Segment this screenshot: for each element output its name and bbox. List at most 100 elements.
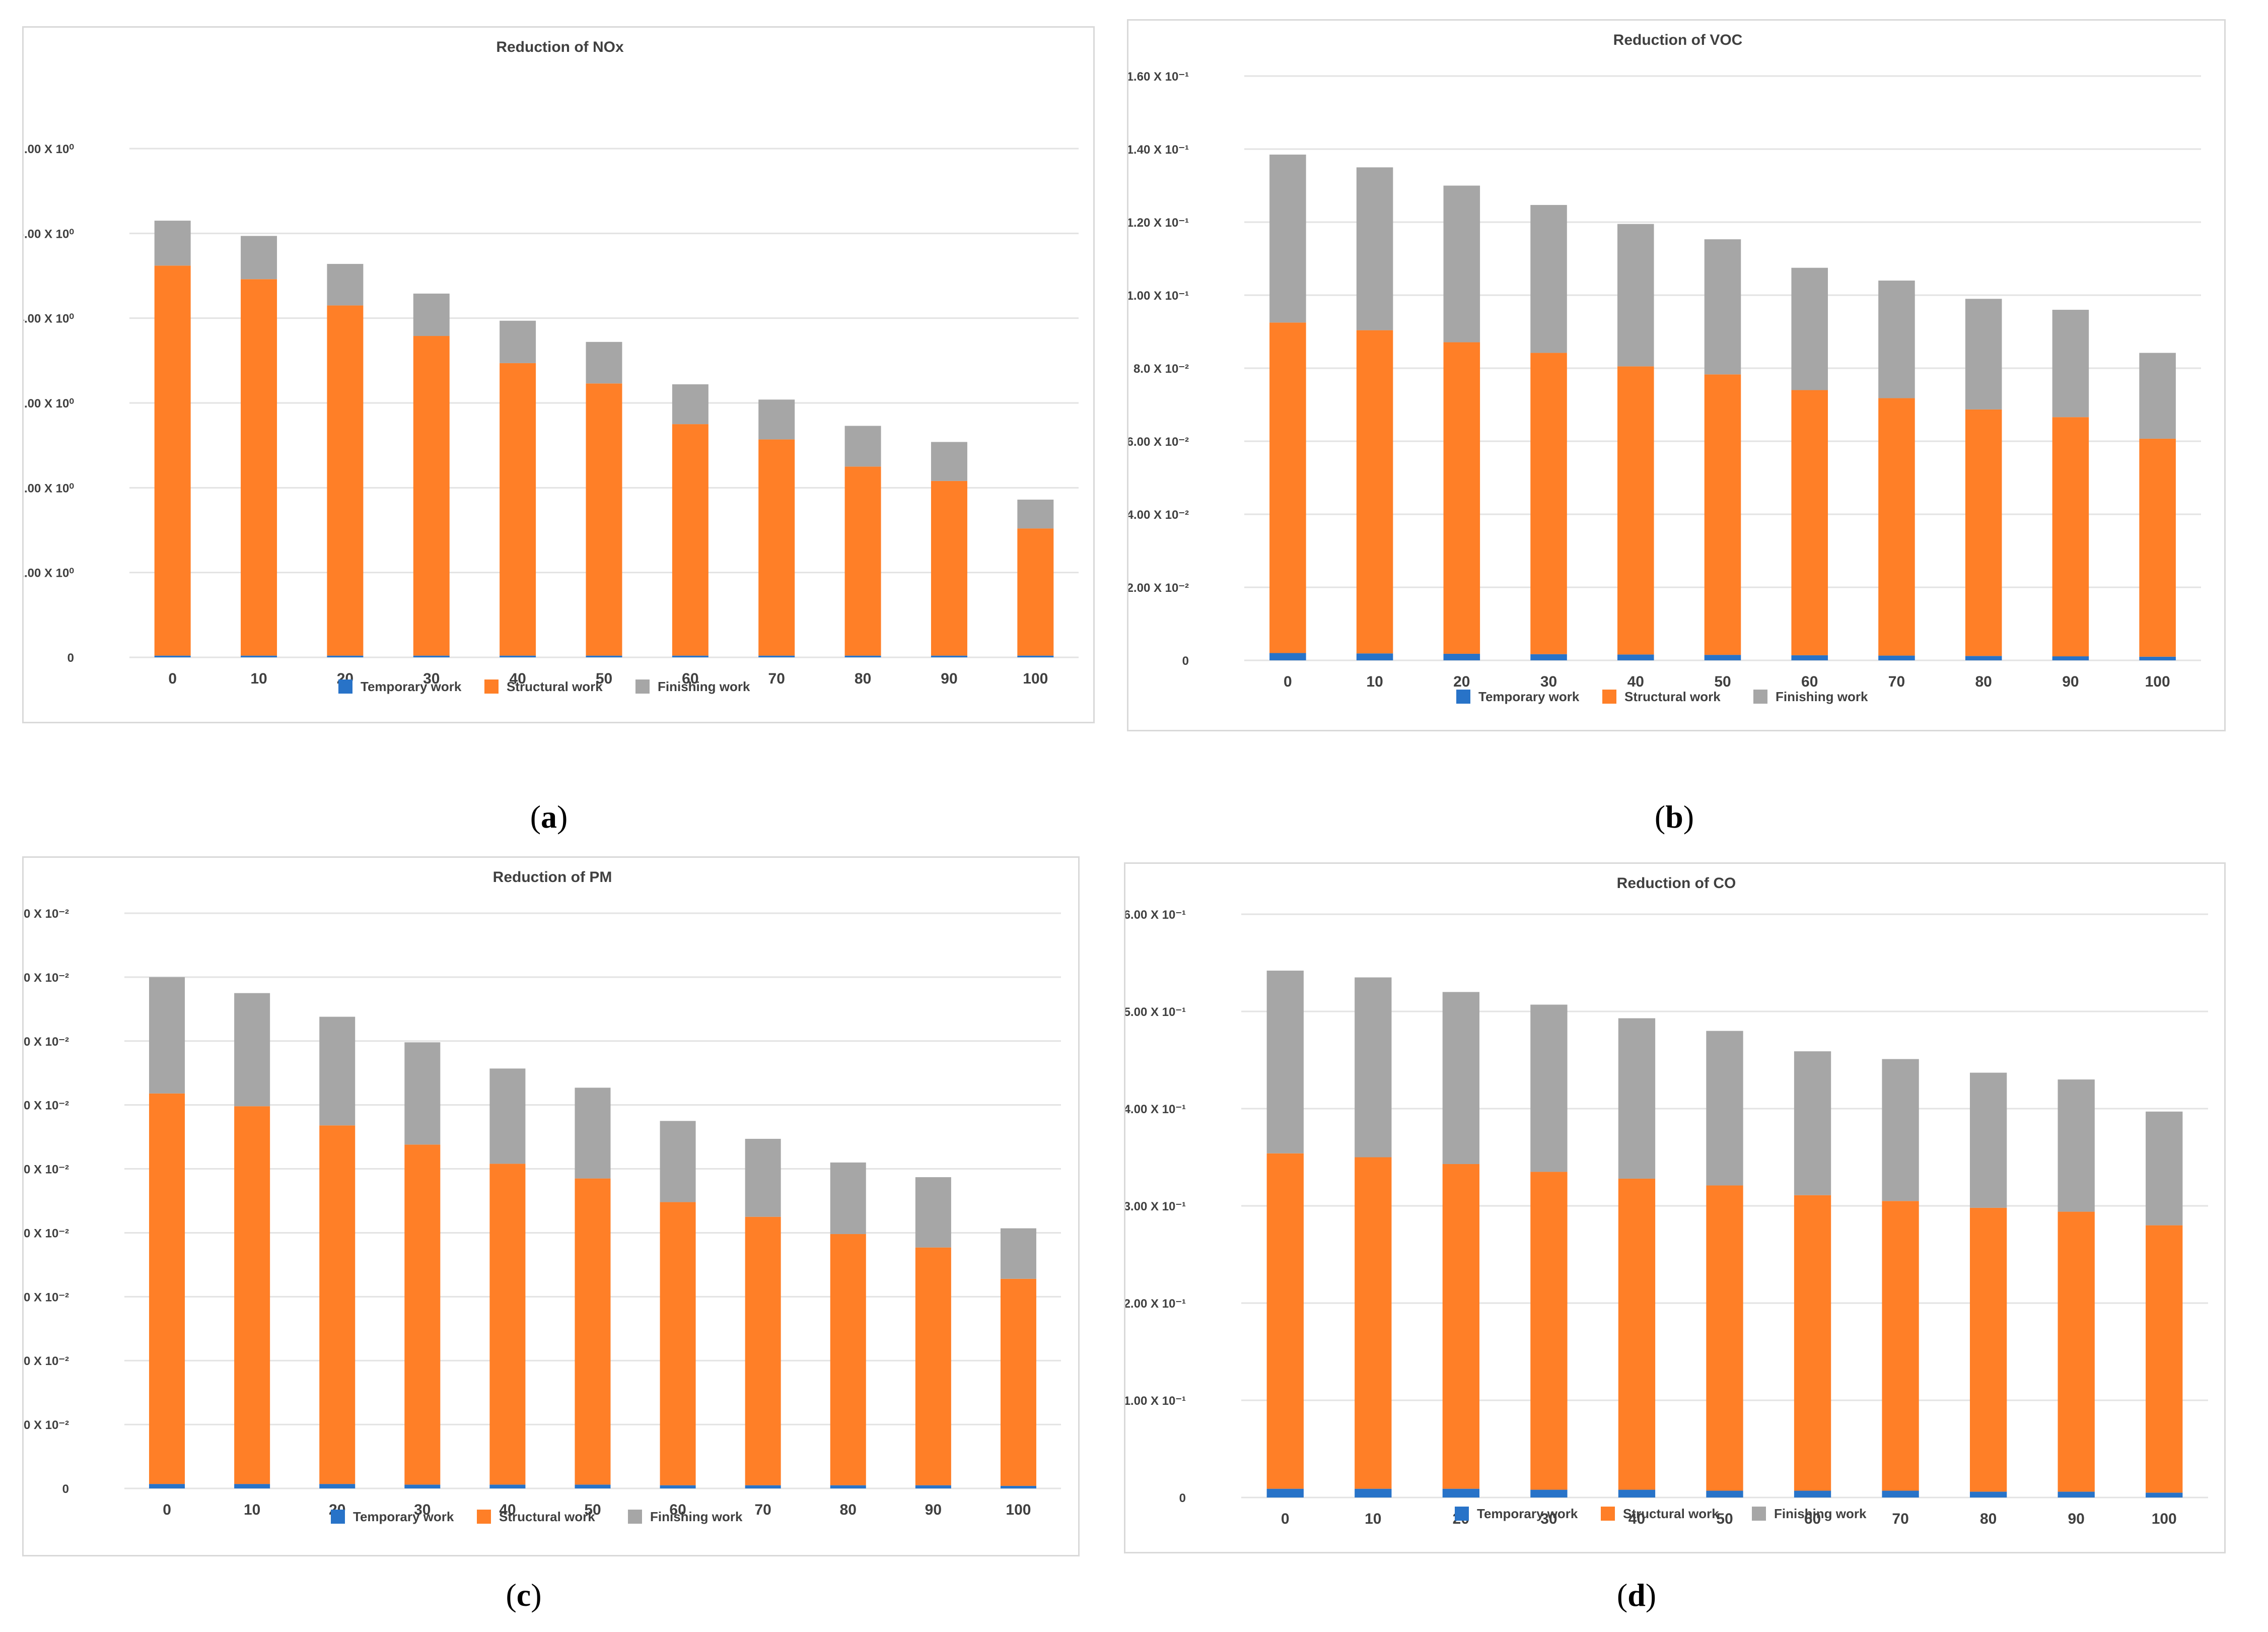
bar-finishing xyxy=(154,221,191,266)
y-tick-label: 5.00 X 10⁻¹ xyxy=(1125,1005,1186,1019)
y-tick-label: 4.00 X 10⁻¹ xyxy=(1125,1103,1186,1116)
bar-structural xyxy=(241,279,277,656)
bar-finishing xyxy=(489,1068,526,1164)
bar-temporary xyxy=(1794,1490,1831,1498)
x-tick-label: 40 xyxy=(509,670,526,687)
y-tick-label: 8.00 X 10⁻² xyxy=(24,971,69,985)
y-tick-label: 5.00 X 10⁻² xyxy=(24,1163,69,1177)
y-tick-label: 6.00 X 10⁻² xyxy=(1128,435,1189,449)
bar-structural xyxy=(1443,342,1480,654)
bar-finishing xyxy=(586,342,622,384)
bar-finishing xyxy=(575,1087,611,1179)
x-tick-label: 50 xyxy=(596,670,612,687)
x-tick-label: 60 xyxy=(682,670,698,687)
bar-finishing xyxy=(1530,205,1567,353)
chart-title-nox: Reduction of NOx xyxy=(496,39,624,55)
bar-finishing xyxy=(1530,1004,1568,1172)
bar-structural xyxy=(154,265,191,656)
bar-temporary xyxy=(660,1485,696,1488)
y-tick-label: 2.00 X 10⁻² xyxy=(1128,581,1189,595)
y-tick-label: 4.00 X 10⁰ xyxy=(24,312,74,326)
legend-swatch-finishing xyxy=(1753,690,1767,704)
y-tick-label: 2.00 X 10⁻¹ xyxy=(1125,1297,1186,1311)
bar-finishing xyxy=(931,442,967,481)
bar-structural xyxy=(2146,1225,2183,1493)
legend-label-temporary: Temporary work xyxy=(353,1509,454,1524)
bar-finishing xyxy=(1706,1031,1743,1186)
x-tick-label: 0 xyxy=(1284,673,1292,690)
bar-temporary xyxy=(413,655,450,657)
bar-temporary xyxy=(1618,1489,1656,1498)
y-tick-label: 1.20 X 10⁻¹ xyxy=(1128,216,1189,230)
chart-panel-pm: Reduction of PM 0 1.00 X 10⁻² 2.00 X 10⁻² 3.… xyxy=(22,856,1080,1556)
x-tick-label: 10 xyxy=(1366,673,1383,690)
y-tick-label: 5.00 X 10⁰ xyxy=(24,227,74,241)
bar-temporary xyxy=(489,1484,526,1488)
bar-finishing xyxy=(1969,1072,2007,1208)
x-tick-label: 70 xyxy=(754,1502,771,1518)
legend-swatch-finishing xyxy=(628,1510,642,1524)
bar-temporary xyxy=(1000,1485,1036,1488)
y-tick-label: 1.60 X 10⁻¹ xyxy=(1128,70,1189,84)
legend-swatch-finishing xyxy=(635,679,650,694)
bar-structural xyxy=(1706,1185,1743,1491)
bar-temporary xyxy=(1442,1488,1480,1498)
bar-finishing xyxy=(319,1016,356,1126)
y-tick-label: 4.00 X 10⁻² xyxy=(1128,508,1189,522)
y-tick-label: 1.40 X 10⁻¹ xyxy=(1128,143,1189,157)
x-tick-label: 90 xyxy=(2068,1511,2084,1527)
legend-label-structural: Structural work xyxy=(1623,1506,1719,1521)
x-tick-label: 30 xyxy=(414,1502,431,1518)
bar-temporary xyxy=(1356,653,1393,660)
caption-a-letter: a xyxy=(541,799,557,835)
bar-structural xyxy=(1017,528,1054,656)
bar-temporary xyxy=(1965,656,2002,660)
bar-temporary xyxy=(1878,655,1915,660)
x-tick-label: 0 xyxy=(1281,1511,1290,1527)
bar-finishing xyxy=(2139,353,2176,439)
chart-title-co: Reduction of CO xyxy=(1617,875,1736,892)
y-tick-label: 1.00 X 10⁻² xyxy=(24,1418,69,1432)
bar-finishing xyxy=(1704,239,1741,375)
x-tick-label: 70 xyxy=(1888,673,1905,690)
bar-temporary xyxy=(154,655,191,657)
bar-temporary xyxy=(319,1484,356,1488)
x-tick-label: 0 xyxy=(163,1502,171,1518)
bar-temporary xyxy=(1017,655,1054,657)
caption-d-letter: d xyxy=(1627,1577,1646,1613)
bar-finishing xyxy=(1017,499,1054,529)
bar-structural xyxy=(1878,398,1915,656)
y-tick-label: 7.00 X 10⁻² xyxy=(24,1035,69,1049)
bar-structural xyxy=(1356,330,1393,654)
chart-svg-nox: Reduction of NOx 0 1.00 X 10⁰ 2.00 X 10⁰ 3.0… xyxy=(24,39,1079,694)
bar-finishing xyxy=(1443,185,1480,343)
bar-structural xyxy=(586,383,622,656)
bar-structural xyxy=(660,1202,696,1485)
bar-temporary xyxy=(1530,654,1567,660)
x-tick-label: 10 xyxy=(250,670,267,687)
bar-structural xyxy=(319,1125,356,1484)
y-tick-label: 6.00 X 10⁰ xyxy=(24,143,74,156)
caption-b-letter: b xyxy=(1665,799,1683,835)
x-tick-label: 50 xyxy=(584,1502,601,1518)
bar-finishing xyxy=(413,293,450,336)
bar-finishing xyxy=(2058,1079,2095,1212)
caption-d: (d) xyxy=(1616,1577,1657,1613)
bar-temporary xyxy=(1443,653,1480,660)
bar-finishing xyxy=(1617,224,1654,367)
legend-swatch-temporary xyxy=(1455,1507,1469,1521)
bar-temporary xyxy=(500,655,536,657)
bar-structural xyxy=(1617,366,1654,655)
bar-temporary xyxy=(758,655,795,657)
y-tick-label: 4.00 X 10⁻² xyxy=(24,1227,69,1240)
legend-label-structural: Structural work xyxy=(1624,689,1721,704)
legend-swatch-finishing xyxy=(1752,1507,1766,1521)
bar-finishing xyxy=(149,977,185,1094)
bar-structural xyxy=(404,1144,441,1485)
x-tick-label: 100 xyxy=(2145,673,2170,690)
bar-temporary xyxy=(1269,653,1306,660)
bar-structural xyxy=(327,305,364,656)
legend-label-temporary: Temporary work xyxy=(1478,689,1580,704)
bar-structural xyxy=(1269,322,1306,653)
legend-swatch-temporary xyxy=(1456,690,1470,704)
